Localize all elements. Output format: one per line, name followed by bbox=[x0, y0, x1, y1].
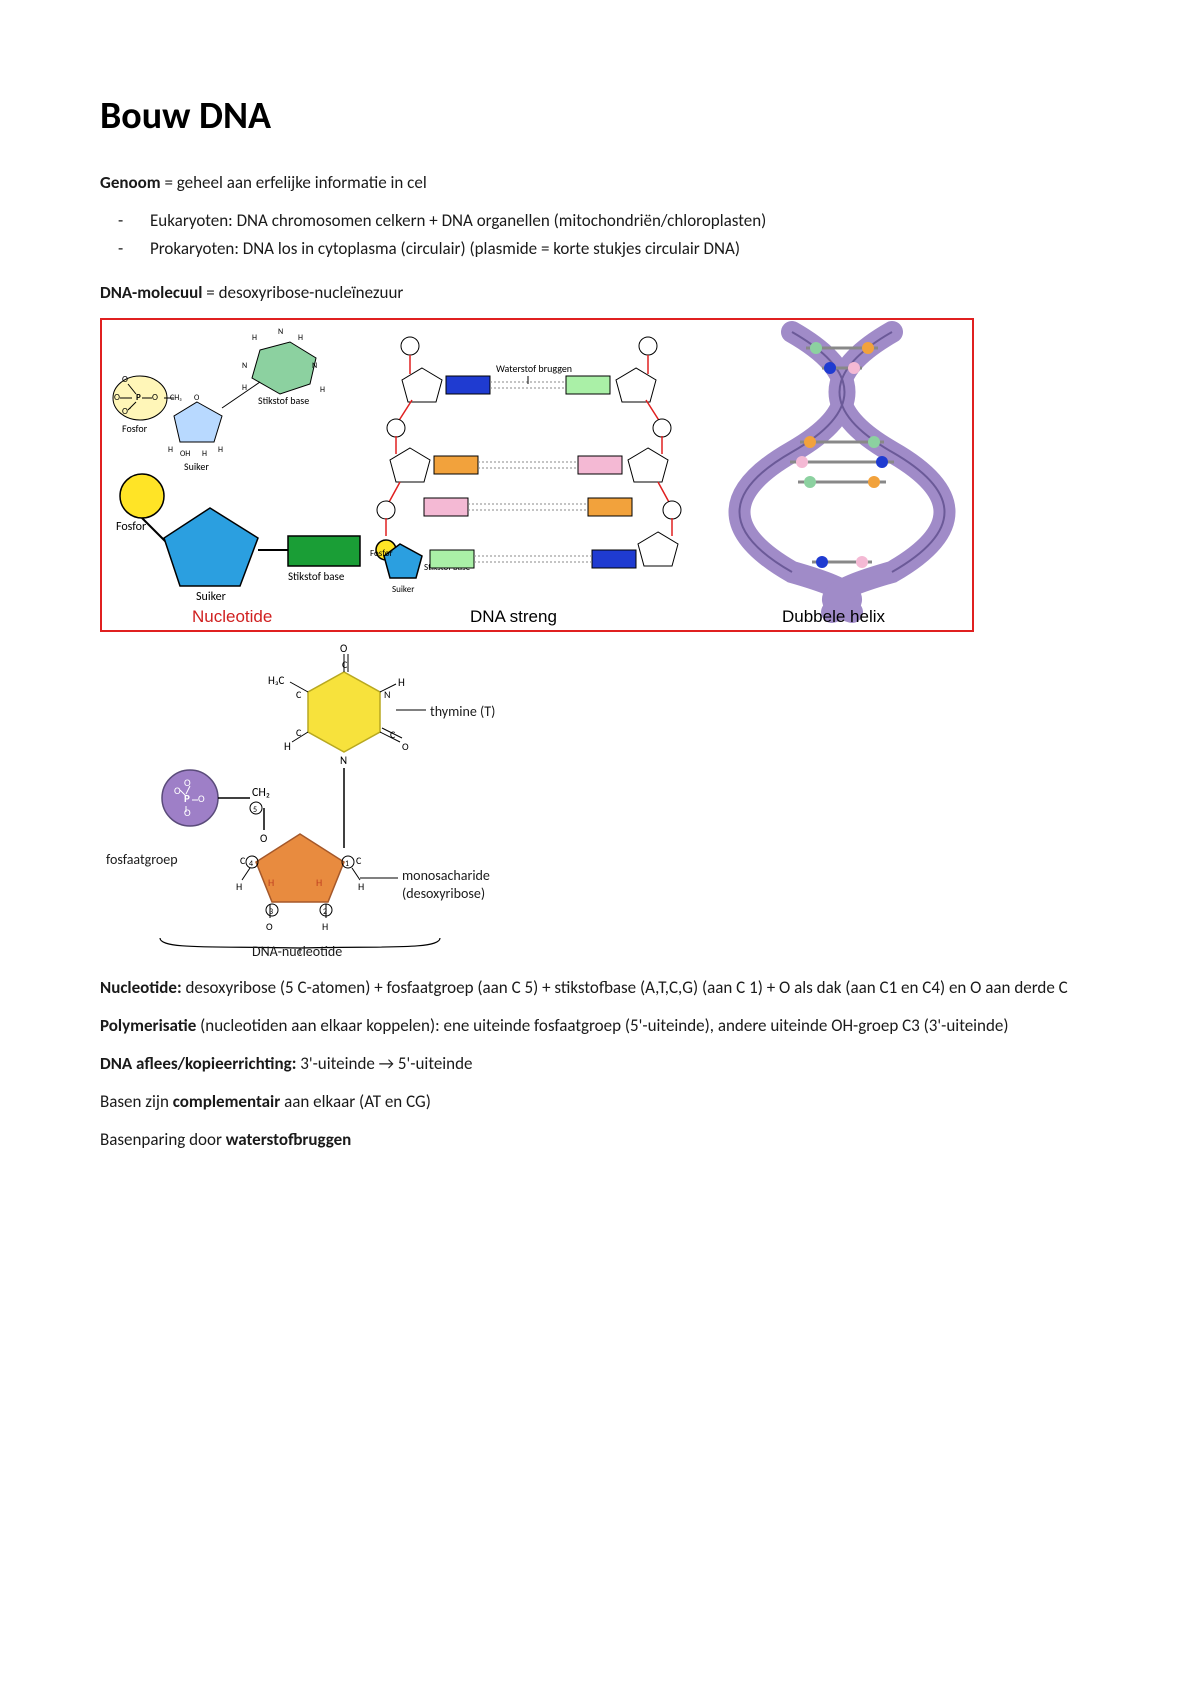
genoom-term: Genoom bbox=[100, 172, 161, 193]
genoom-text: = geheel aan erfelijke informatie in cel bbox=[161, 172, 427, 193]
nucleotide-text: desoxyribose (5 C-atomen) + fosfaatgroep… bbox=[185, 977, 1067, 998]
nucleotide-label: Nucleotide bbox=[192, 605, 272, 629]
svg-text:N: N bbox=[278, 327, 283, 337]
svg-text:1: 1 bbox=[345, 859, 349, 869]
svg-text:H: H bbox=[242, 383, 247, 393]
svg-text:O: O bbox=[266, 920, 273, 933]
svg-text:Fosfor: Fosfor bbox=[370, 548, 393, 559]
dna-molecuul-term: DNA-molecuul bbox=[100, 282, 202, 303]
dna-diagram-svg: O O P O O⁻ CH₂ O H OH H H H N H N N H H … bbox=[102, 320, 972, 630]
svg-text:Suiker: Suiker bbox=[392, 584, 414, 595]
svg-text:O: O bbox=[152, 392, 158, 403]
basenparing-paragraph: Basenparing door waterstofbruggen bbox=[100, 1128, 1100, 1152]
svg-text:O: O bbox=[340, 642, 347, 655]
dna-diagram-box: O O P O O⁻ CH₂ O H OH H H H N H N N H H … bbox=[100, 318, 974, 632]
nucleotide-term: Nucleotide: bbox=[100, 977, 185, 998]
svg-text:C: C bbox=[390, 728, 396, 741]
svg-text:Stikstof base: Stikstof base bbox=[258, 394, 309, 407]
list-item: Eukaryoten: DNA chromosomen celkern + DN… bbox=[150, 209, 1100, 233]
desoxyribose-label: (desoxyribose) bbox=[402, 884, 485, 904]
basen-post: aan elkaar (AT en CG) bbox=[280, 1091, 431, 1112]
svg-text:P: P bbox=[184, 792, 190, 805]
genoom-paragraph: Genoom = geheel aan erfelijke informatie… bbox=[100, 171, 1100, 195]
svg-text:P: P bbox=[136, 392, 141, 403]
svg-text:C: C bbox=[296, 688, 302, 701]
dna-molecuul-paragraph: DNA-molecuul = desoxyribose-nucleïnezuur bbox=[100, 281, 1100, 305]
basenparing-term: waterstofbruggen bbox=[226, 1129, 352, 1150]
svg-text:H: H bbox=[320, 385, 325, 395]
basen-pre: Basen zijn bbox=[100, 1091, 173, 1112]
fosfaatgroep-label: fosfaatgroep bbox=[106, 850, 178, 870]
svg-text:Fosfor: Fosfor bbox=[122, 422, 148, 435]
svg-text:O: O bbox=[114, 392, 120, 403]
svg-text:O: O bbox=[402, 740, 409, 753]
svg-text:Stikstof base: Stikstof base bbox=[288, 570, 345, 583]
basen-term: complementair bbox=[173, 1091, 281, 1112]
svg-text:H: H bbox=[298, 333, 303, 343]
svg-text:CH₂: CH₂ bbox=[252, 786, 270, 800]
svg-text:H: H bbox=[284, 740, 291, 753]
svg-text:O: O bbox=[198, 792, 205, 805]
genoom-list: Eukaryoten: DNA chromosomen celkern + DN… bbox=[100, 209, 1100, 261]
polymerisatie-paragraph: Polymerisatie (nucleotiden aan elkaar ko… bbox=[100, 1014, 1100, 1038]
svg-text:H: H bbox=[218, 445, 223, 455]
svg-text:C: C bbox=[342, 658, 348, 671]
aflees-term: DNA aflees/kopieerrichting: bbox=[100, 1053, 300, 1074]
svg-text:N: N bbox=[340, 754, 347, 767]
basen-paragraph: Basen zijn complementair aan elkaar (AT … bbox=[100, 1090, 1100, 1114]
svg-text:Suiker: Suiker bbox=[184, 460, 209, 473]
nucleotide-detail-diagram: O P O O O CH₂ 5 O 4 C 1 C 3 2 H H O H H … bbox=[100, 638, 540, 958]
svg-text:O: O bbox=[184, 806, 191, 819]
svg-text:H: H bbox=[236, 880, 242, 893]
svg-text:C: C bbox=[296, 726, 302, 739]
svg-text:N: N bbox=[312, 361, 317, 371]
polymerisatie-text: (nucleotiden aan elkaar koppelen): ene u… bbox=[200, 1015, 1008, 1036]
svg-text:H: H bbox=[322, 920, 328, 933]
nucleotide-paragraph: Nucleotide: desoxyribose (5 C-atomen) + … bbox=[100, 976, 1100, 1000]
nucleotide-detail-svg: O P O O O CH₂ 5 O 4 C 1 C 3 2 H H O H H … bbox=[100, 638, 540, 958]
aflees-text: 3'-uiteinde → 5'-uiteinde bbox=[300, 1053, 472, 1074]
svg-text:N: N bbox=[242, 361, 247, 371]
svg-text:Waterstof bruggen: Waterstof bruggen bbox=[496, 362, 572, 375]
list-item: Prokaryoten: DNA los in cytoplasma (circ… bbox=[150, 237, 1100, 261]
svg-text:5: 5 bbox=[253, 805, 257, 815]
basenparing-pre: Basenparing door bbox=[100, 1129, 226, 1150]
svg-text:H: H bbox=[202, 449, 207, 459]
svg-text:H: H bbox=[168, 445, 173, 455]
svg-text:H: H bbox=[268, 876, 274, 889]
svg-text:H: H bbox=[398, 676, 405, 689]
polymerisatie-term: Polymerisatie bbox=[100, 1015, 200, 1036]
dna-nucleotide-label: DNA-nucleotide bbox=[252, 942, 342, 962]
svg-text:H: H bbox=[252, 333, 257, 343]
thymine-label: thymine (T) bbox=[430, 702, 495, 722]
svg-text:4: 4 bbox=[249, 859, 253, 869]
dna-molecuul-text: = desoxyribose-nucleïnezuur bbox=[202, 282, 403, 303]
dubbele-helix-label: Dubbele helix bbox=[782, 605, 885, 629]
svg-text:H: H bbox=[358, 880, 364, 893]
page-title: Bouw DNA bbox=[100, 90, 1100, 143]
aflees-paragraph: DNA aflees/kopieerrichting: 3'-uiteinde … bbox=[100, 1052, 1100, 1076]
svg-text:Fosfor: Fosfor bbox=[116, 520, 146, 534]
svg-text:H: H bbox=[316, 876, 322, 889]
svg-text:Suiker: Suiker bbox=[196, 590, 226, 604]
dna-streng-label: DNA streng bbox=[470, 605, 557, 629]
svg-text:O: O bbox=[260, 832, 267, 845]
svg-text:C: C bbox=[356, 854, 362, 867]
monosacharide-label: monosacharide bbox=[402, 866, 490, 886]
svg-text:C: C bbox=[240, 854, 246, 867]
svg-text:O: O bbox=[194, 393, 200, 403]
svg-text:H₃C: H₃C bbox=[268, 674, 285, 687]
svg-text:N: N bbox=[384, 688, 390, 701]
svg-text:O: O bbox=[122, 374, 128, 385]
svg-text:OH: OH bbox=[180, 449, 190, 459]
